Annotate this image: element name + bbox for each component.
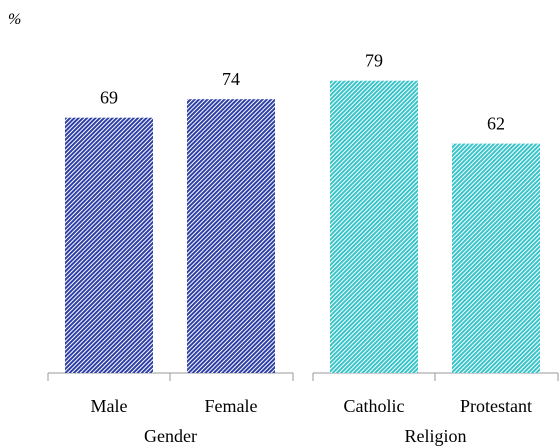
data-label-male: 69 (100, 88, 118, 108)
group-label-gender: Gender (144, 426, 197, 446)
category-label-catholic: Catholic (344, 396, 405, 416)
data-label-catholic: 79 (365, 51, 383, 71)
bar-protestant (452, 143, 540, 373)
category-label-male: Male (91, 396, 128, 416)
bar-male (65, 117, 153, 373)
plot-area: 69 Male 74 Female Gender 79 Catholic 62 Protesta… (47, 51, 559, 446)
data-label-female: 74 (222, 69, 240, 89)
data-label-protestant: 62 (487, 114, 505, 134)
category-label-female: Female (205, 396, 258, 416)
bar-catholic (330, 80, 418, 373)
bar-female (187, 99, 275, 373)
group-label-religion: Religion (405, 426, 467, 446)
category-label-protestant: Protestant (460, 396, 532, 416)
unit-label: % (8, 11, 21, 28)
